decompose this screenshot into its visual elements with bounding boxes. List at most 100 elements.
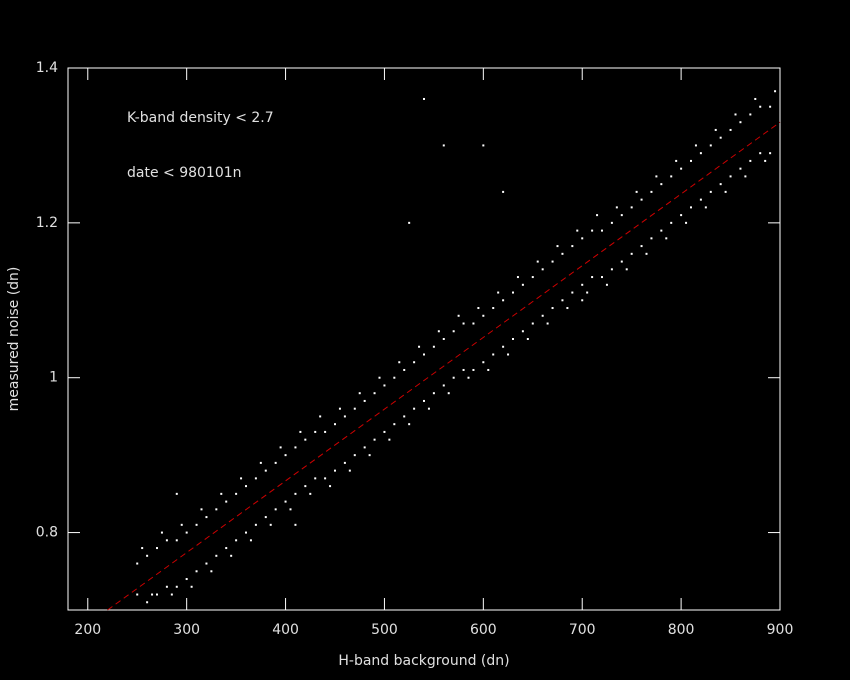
point xyxy=(170,593,173,596)
point xyxy=(190,585,193,588)
point xyxy=(314,477,317,480)
point xyxy=(699,152,702,155)
point xyxy=(685,221,688,224)
point xyxy=(274,461,277,464)
x-tick-label: 600 xyxy=(470,622,497,638)
point xyxy=(324,477,327,480)
point xyxy=(185,578,188,581)
point xyxy=(427,407,430,410)
point xyxy=(769,152,772,155)
point xyxy=(516,276,519,279)
point xyxy=(240,477,243,480)
point xyxy=(665,237,668,240)
point xyxy=(581,283,584,286)
point xyxy=(714,128,717,131)
point xyxy=(160,531,163,534)
point xyxy=(413,407,416,410)
x-tick-label: 700 xyxy=(569,622,596,638)
point xyxy=(413,361,416,364)
point xyxy=(220,492,223,495)
point xyxy=(141,547,144,550)
point xyxy=(259,461,262,464)
point xyxy=(502,299,505,302)
point xyxy=(640,198,643,201)
point xyxy=(205,516,208,519)
point xyxy=(452,330,455,333)
point xyxy=(699,198,702,201)
point xyxy=(541,314,544,317)
point xyxy=(195,523,198,526)
point xyxy=(269,523,272,526)
plot-frame xyxy=(67,67,781,611)
point xyxy=(235,539,238,542)
point xyxy=(185,531,188,534)
point xyxy=(734,113,737,116)
point xyxy=(373,438,376,441)
y-tick-label: 1 xyxy=(49,370,58,386)
point xyxy=(759,152,762,155)
x-tick-label: 900 xyxy=(767,622,794,638)
point xyxy=(487,368,490,371)
point xyxy=(620,214,623,217)
point xyxy=(418,345,421,348)
point xyxy=(709,190,712,193)
point xyxy=(284,500,287,503)
point xyxy=(601,229,603,232)
point xyxy=(338,407,341,410)
point xyxy=(314,430,317,433)
annotation: date < 980101n xyxy=(127,165,242,181)
annotation: K-band density < 2.7 xyxy=(127,110,274,126)
point xyxy=(383,384,386,387)
point xyxy=(294,492,297,495)
point xyxy=(660,183,663,186)
point xyxy=(264,516,267,519)
point xyxy=(774,90,777,93)
point xyxy=(492,353,495,356)
point xyxy=(610,268,613,271)
point xyxy=(329,485,332,488)
point xyxy=(210,570,213,573)
point xyxy=(294,523,297,526)
point xyxy=(343,415,346,418)
point xyxy=(462,368,465,371)
point xyxy=(403,368,406,371)
point xyxy=(680,167,683,170)
point xyxy=(739,167,742,170)
point xyxy=(492,307,495,310)
point xyxy=(531,276,534,279)
point xyxy=(526,338,529,340)
point xyxy=(146,554,149,557)
point xyxy=(551,260,554,263)
point xyxy=(541,268,544,271)
point xyxy=(230,554,233,557)
point xyxy=(719,183,722,186)
fit-line xyxy=(107,121,781,611)
point xyxy=(546,322,549,325)
point xyxy=(635,190,638,193)
point xyxy=(601,276,603,279)
point xyxy=(324,430,327,433)
point xyxy=(180,523,183,526)
point xyxy=(615,206,618,209)
point xyxy=(694,144,697,147)
point xyxy=(482,144,485,147)
point xyxy=(274,508,277,511)
point xyxy=(442,338,445,340)
point xyxy=(482,361,485,364)
point xyxy=(729,128,732,131)
point xyxy=(442,384,445,387)
point xyxy=(561,252,564,255)
point xyxy=(319,415,322,418)
point xyxy=(304,438,307,441)
point xyxy=(437,330,440,333)
point xyxy=(467,376,470,379)
point xyxy=(156,593,158,596)
point xyxy=(472,368,475,371)
point xyxy=(497,291,500,294)
point xyxy=(264,469,267,472)
point xyxy=(576,229,579,232)
point xyxy=(670,221,673,224)
point xyxy=(645,252,648,255)
